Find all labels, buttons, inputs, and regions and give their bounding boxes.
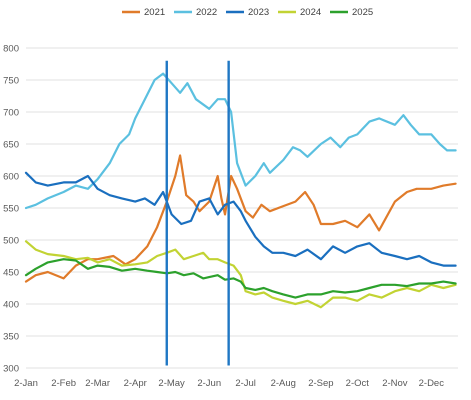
- x-tick-label: 2-Aug: [271, 378, 296, 389]
- y-tick-label: 700: [3, 108, 19, 119]
- legend-label: 2024: [300, 7, 321, 18]
- x-tick-label: 2-Jun: [197, 378, 221, 389]
- legend-label: 2022: [196, 7, 217, 18]
- gridlines: [26, 47, 458, 369]
- y-tick-label: 800: [3, 44, 19, 55]
- y-tick-label: 450: [3, 268, 19, 279]
- legend: 2021 2022 2023 2024 2025: [122, 7, 373, 18]
- x-tick-label: 2-Feb: [51, 378, 76, 389]
- x-tick-label: 2-Dec: [419, 378, 445, 389]
- x-tick-label: 2-Jul: [235, 378, 256, 389]
- y-tick-label: 350: [3, 332, 19, 343]
- y-tick-label: 500: [3, 236, 19, 247]
- y-tick-label: 300: [3, 364, 19, 375]
- y-tick-label: 550: [3, 204, 19, 215]
- series-line-2022: [24, 72, 457, 210]
- y-tick-label: 600: [3, 172, 19, 183]
- legend-label: 2023: [248, 7, 269, 18]
- legend-label: 2025: [352, 7, 373, 18]
- x-tick-label: 2-May: [158, 378, 185, 389]
- series-line-2025: [24, 258, 457, 299]
- x-tick-label: 2-Nov: [382, 378, 408, 389]
- series-line-2024: [24, 240, 457, 309]
- x-tick-label: 2-Mar: [85, 378, 110, 389]
- vertical-markers: [165, 60, 230, 366]
- y-tick-label: 750: [3, 76, 19, 87]
- x-tick-label: 2-Apr: [124, 378, 147, 389]
- x-tick-label: 2-Jan: [14, 378, 38, 389]
- y-tick-label: 400: [3, 300, 19, 311]
- x-tick-label: 2-Sep: [308, 378, 333, 389]
- x-tick-label: 2-Oct: [346, 378, 370, 389]
- y-axis-ticks: 300 350 400 450 500 550 600 650 700 750 800: [3, 44, 19, 375]
- y-tick-label: 650: [3, 140, 19, 151]
- x-axis-ticks: 2-Jan 2-Feb 2-Mar 2-Apr 2-May 2-Jun 2-Jul 2-Aug…: [14, 378, 444, 389]
- series-line-2023: [24, 171, 457, 267]
- series-lines: [24, 72, 457, 309]
- legend-label: 2021: [144, 7, 165, 18]
